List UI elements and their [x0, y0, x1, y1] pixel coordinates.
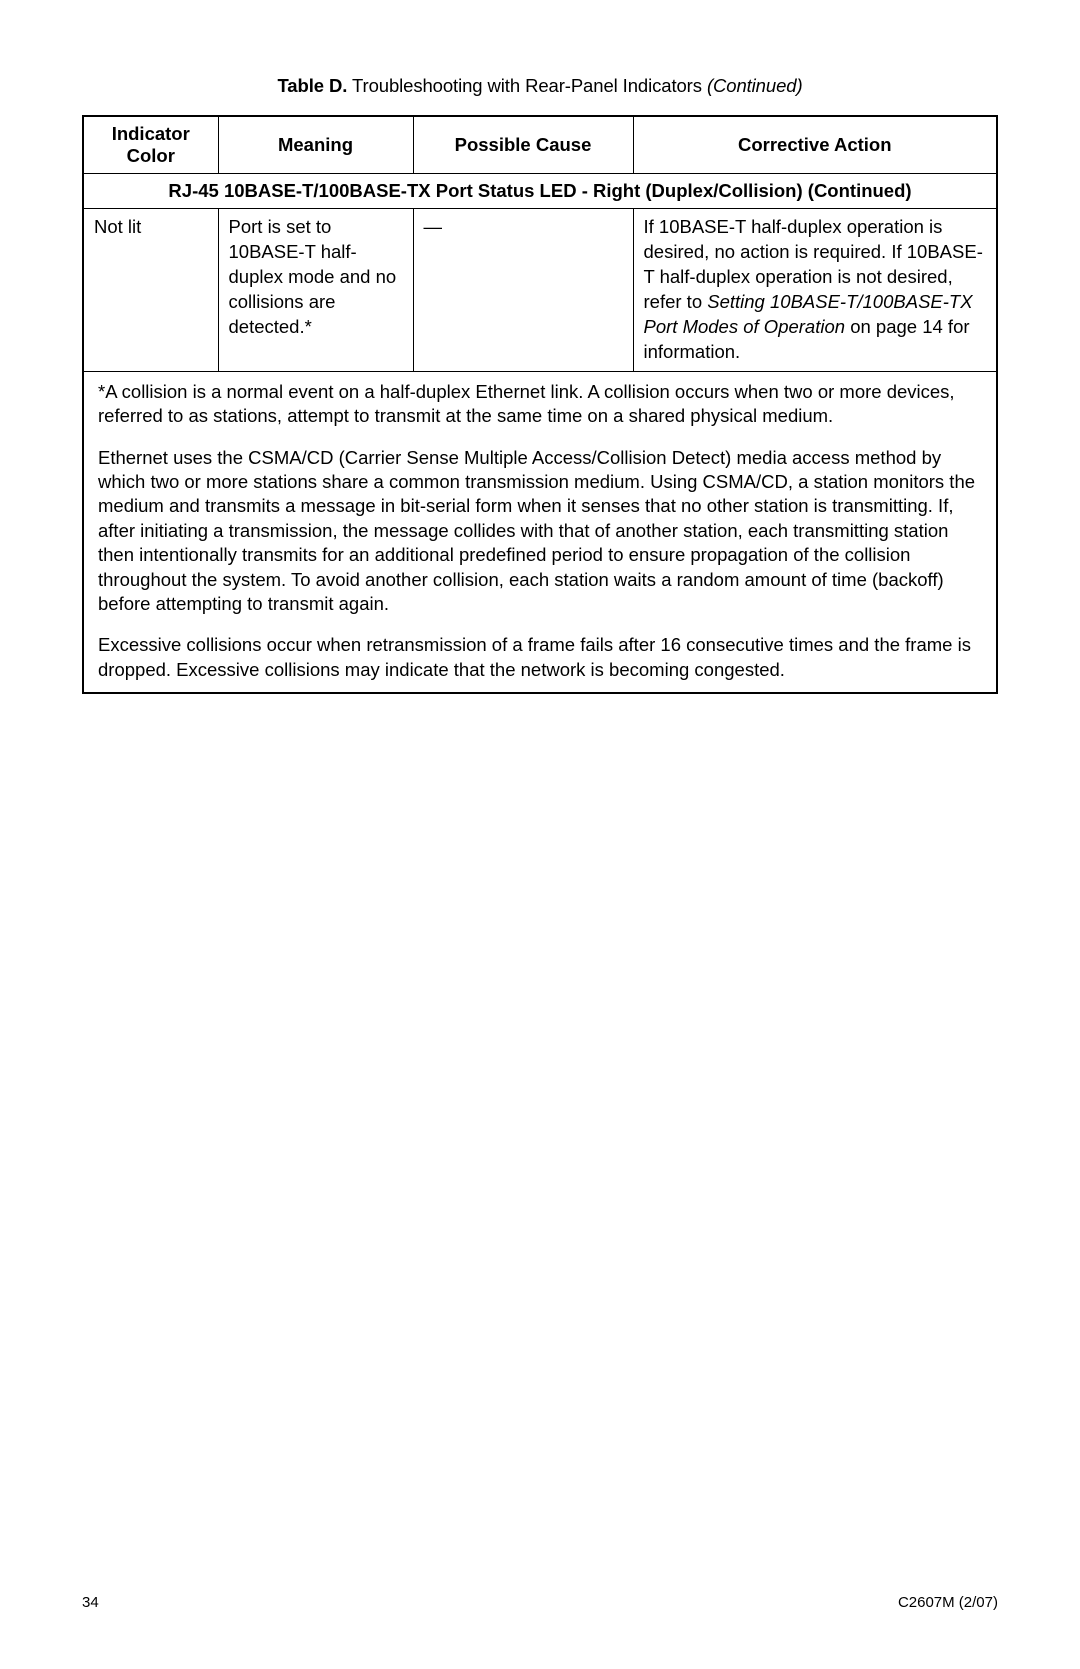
section-header: RJ-45 10BASE-T/100BASE-TX Port Status LE… [83, 174, 997, 209]
note-paragraph-1: *A collision is a normal event on a half… [98, 380, 982, 429]
cell-indicator: Not lit [83, 209, 218, 372]
document-id: C2607M (2/07) [898, 1594, 998, 1611]
caption-title: Troubleshooting with Rear-Panel Indicato… [352, 75, 707, 96]
page-number: 34 [82, 1594, 99, 1611]
header-possible-cause: Possible Cause [413, 116, 633, 174]
note-paragraph-2: Ethernet uses the CSMA/CD (Carrier Sense… [98, 446, 982, 617]
cell-meaning: Port is set to 10BASE-T half-duplex mode… [218, 209, 413, 372]
cell-action: If 10BASE-T half-duplex operation is des… [633, 209, 997, 372]
caption-continued: (Continued) [707, 75, 803, 96]
header-indicator-color: Indicator Color [83, 116, 218, 174]
cell-cause: — [413, 209, 633, 372]
troubleshooting-table: Indicator Color Meaning Possible Cause C… [82, 115, 998, 694]
caption-label: Table D. [277, 75, 347, 96]
header-corrective-action: Corrective Action [633, 116, 997, 174]
note-paragraph-3: Excessive collisions occur when retransm… [98, 633, 982, 682]
table-caption: Table D. Troubleshooting with Rear-Panel… [82, 75, 998, 97]
header-meaning: Meaning [218, 116, 413, 174]
notes-cell: *A collision is a normal event on a half… [83, 371, 997, 693]
page-footer: 34 C2607M (2/07) [82, 1594, 998, 1611]
